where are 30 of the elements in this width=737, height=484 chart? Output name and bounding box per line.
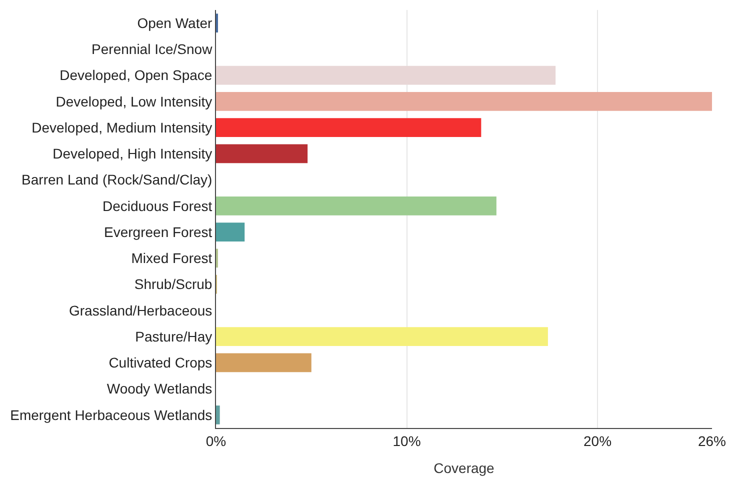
y-tick-label: Woody Wetlands [106, 380, 212, 397]
bar [216, 144, 308, 164]
bar [216, 196, 496, 216]
bar [216, 118, 482, 137]
x-axis-title: Coverage [434, 460, 495, 476]
x-tick-label: 0% [206, 432, 226, 449]
y-tick-label: Deciduous Forest [102, 198, 212, 214]
y-tick-label: Perennial Ice/Snow [92, 41, 214, 58]
y-tick-label: Pasture/Hay [135, 328, 212, 344]
bar [216, 327, 548, 346]
bar [216, 406, 220, 424]
y-tick-label: Shrub/Scrub [134, 276, 212, 292]
y-tick-label: Developed, Low Intensity [56, 93, 212, 110]
y-tick-label: Emergent Herbaceous Wetlands [10, 406, 212, 423]
y-tick-label: Developed, Medium Intensity [32, 119, 212, 136]
bar [216, 222, 245, 242]
y-tick-label: Developed, Open Space [60, 67, 212, 84]
y-tick-label: Grassland/Herbaceous [69, 302, 212, 318]
x-tick-label: 26% [698, 432, 726, 449]
bar [216, 92, 712, 111]
y-tick-label: Barren Land (Rock/Sand/Clay) [22, 172, 212, 188]
y-tick-label: Open Water [137, 14, 213, 31]
bar [216, 353, 312, 372]
y-tick-label: Cultivated Crops [108, 354, 212, 371]
y-tick-label: Evergreen Forest [104, 224, 212, 240]
bar [216, 66, 556, 85]
x-tick-label: 20% [584, 432, 612, 449]
y-tick-label: Developed, High Intensity [52, 146, 212, 162]
y-tick-label: Mixed Forest [131, 250, 212, 266]
x-tick-label: 10% [392, 432, 421, 449]
